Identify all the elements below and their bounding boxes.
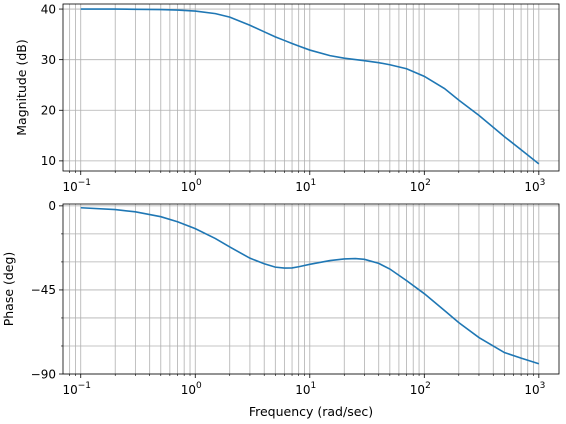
y-tick-label: 20 (41, 104, 56, 118)
x-axis-label: Frequency (rad/sec) (249, 404, 373, 419)
y-tick-label: 0 (48, 199, 56, 213)
x-tick-label: 103 (524, 178, 545, 194)
series-line (80, 8, 540, 165)
x-tick-label: 103 (524, 381, 545, 397)
axes-frame (62, 3, 560, 172)
y-tick-label: 10 (41, 154, 56, 168)
y-tick-label: −45 (31, 283, 56, 297)
x-tick-label: 10−1 (62, 178, 91, 194)
y-tick-label: 40 (41, 2, 56, 16)
x-tick-label: 101 (295, 381, 316, 397)
x-tick-label: 101 (295, 178, 316, 194)
phase-plot: 0 −45 −90 10−1 100 101 102 103 Phase (deg) Freque… (1, 199, 560, 419)
y-axis-label: Phase (deg) (1, 252, 16, 327)
magnitude-plot: 10 20 30 40 10−1 100 101 102 103 Magnitude (dB) (14, 2, 560, 194)
x-tick-label: 100 (181, 178, 202, 194)
x-tick-label: 100 (181, 381, 202, 397)
y-tick-label: 30 (41, 53, 56, 67)
series-line (80, 206, 540, 365)
x-tick-label: 10−1 (62, 381, 91, 397)
y-tick-label: −90 (31, 367, 56, 381)
x-tick-label: 102 (410, 178, 431, 194)
x-tick-label: 102 (410, 381, 431, 397)
y-axis-label: Magnitude (dB) (14, 39, 29, 135)
axes-frame (62, 203, 560, 375)
